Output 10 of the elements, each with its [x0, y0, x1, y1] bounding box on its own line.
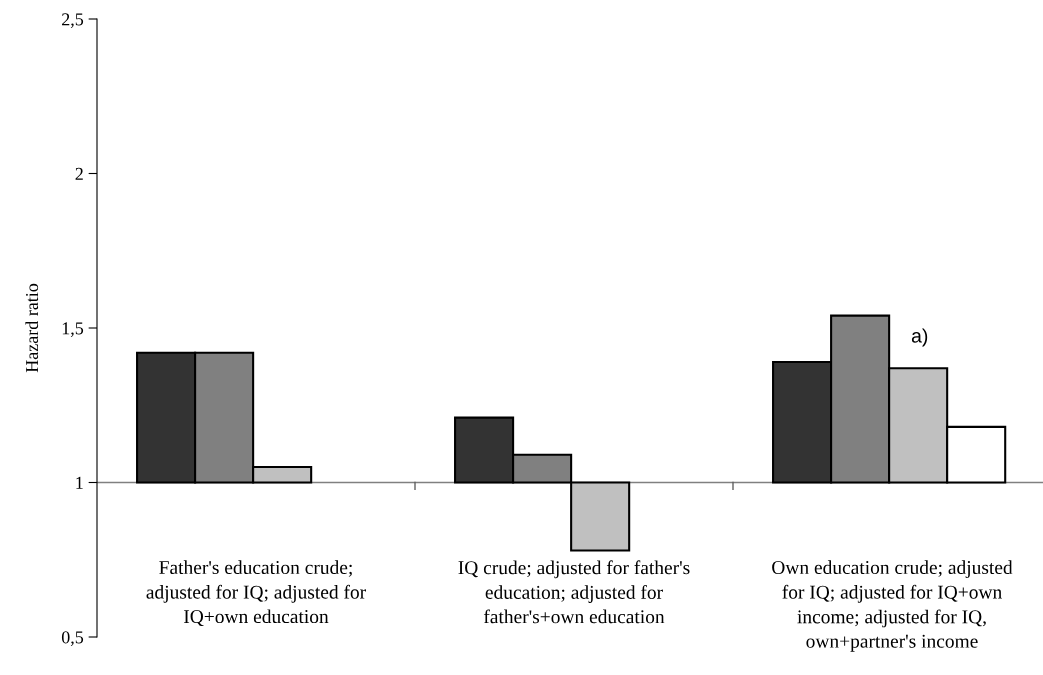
y-tick-label: 2 [75, 167, 83, 180]
x-tick-label: Father's education crude; adjusted for IQ; adjusted for IQ+own education [146, 560, 366, 627]
y-tick-label: 0,5 [61, 631, 84, 647]
x-tick-label: Own education crude; adjusted for IQ; adjusted for IQ+own income; adjusted for IQ, own+partner's income [772, 560, 1013, 652]
y-tick-label: 2,5 [62, 13, 84, 29]
x-tick-label: IQ crude; adjusted for father's education; adjusted for father's+own education [458, 560, 690, 624]
y-axis-title: Hazard ratio [25, 283, 39, 373]
annotation: a) [911, 328, 928, 347]
y-tick-label: 1 [76, 476, 83, 489]
y-tick-label: 1,5 [62, 322, 84, 338]
